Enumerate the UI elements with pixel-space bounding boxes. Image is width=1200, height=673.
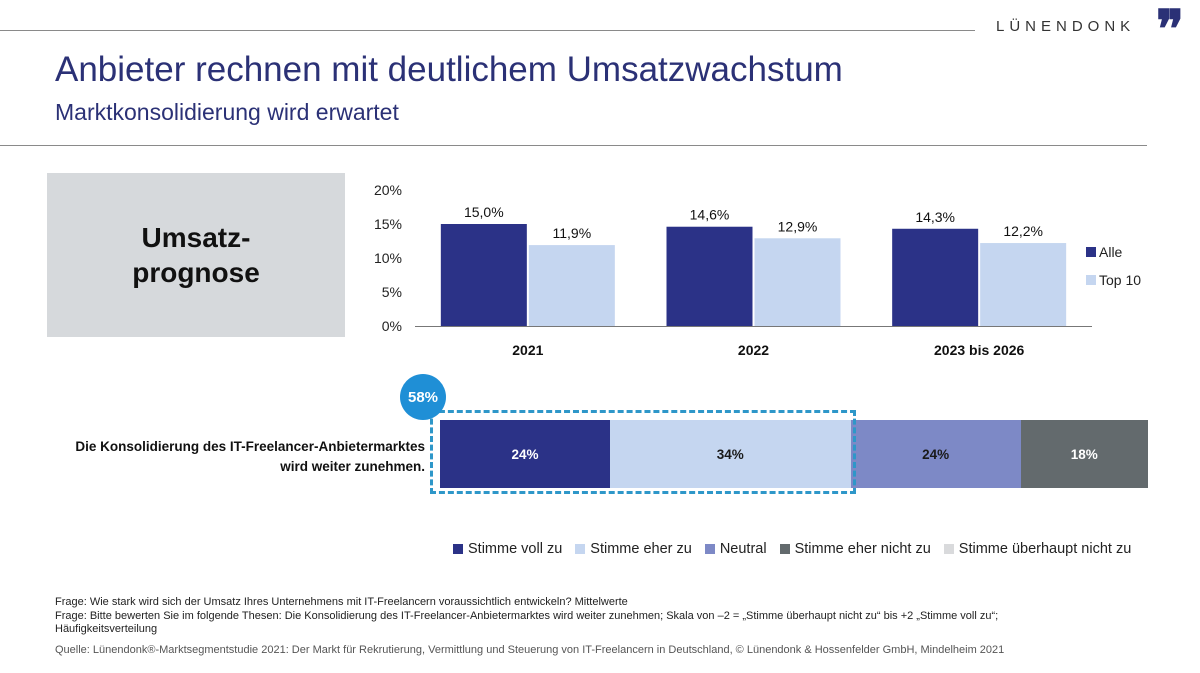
prognose-line-1: Umsatz- <box>141 222 251 253</box>
data-label: 14,3% <box>915 209 955 225</box>
bar-alle <box>440 224 527 326</box>
legend-label: Stimme eher nicht zu <box>794 541 931 557</box>
bar-top10 <box>754 238 841 326</box>
bar-alle <box>666 226 753 326</box>
segment-label: 24% <box>922 446 950 462</box>
x-tick-label: 2022 <box>738 342 769 358</box>
y-tick-label: 10% <box>374 250 402 266</box>
segment-label: 24% <box>511 446 539 462</box>
data-label: 12,9% <box>778 218 818 234</box>
y-tick-label: 5% <box>382 284 402 300</box>
legend-item-stimme-ueberhaupt-nicht-zu: Stimme überhaupt nicht zu <box>943 541 1132 557</box>
statement-label: Die Konsolidierung des IT-Freelancer-Anb… <box>20 437 425 477</box>
legend-item-neutral: Neutral <box>704 541 767 557</box>
statement-line-1: Die Konsolidierung des IT-Freelancer-Anb… <box>75 439 425 454</box>
segment-stimme-voll-zu: 24% <box>440 420 610 488</box>
legend-swatch <box>575 544 586 554</box>
legend-label: Stimme eher zu <box>590 541 692 557</box>
page-title: Anbieter rechnen mit deutlichem Umsatzwa… <box>55 50 843 89</box>
legend-swatch-top10 <box>1086 275 1096 285</box>
brand-logo-text: LÜNENDONK <box>996 18 1136 35</box>
footnote-2: Frage: Bitte bewerten Sie im folgende Th… <box>55 609 999 622</box>
stacked-bar: 24% 34% 24% 18% <box>440 420 1148 488</box>
x-tick-label: 2023 bis 2026 <box>934 342 1025 358</box>
prognose-line-2: prognose <box>132 257 260 288</box>
segment-label: 18% <box>1070 446 1098 462</box>
agreement-total-badge: 58% <box>400 374 446 420</box>
legend-item-stimme-eher-zu: Stimme eher zu <box>575 541 692 557</box>
agreement-highlight-box <box>430 410 856 494</box>
legend-item-stimme-eher-nicht-zu: Stimme eher nicht zu <box>779 541 931 557</box>
stacked-legend: Stimme voll zu Stimme eher zu Neutral St… <box>453 541 1131 557</box>
source-note: Quelle: Lünendonk®-Marktsegmentstudie 20… <box>55 644 1005 656</box>
brand-quote-icon: ❞ <box>1156 0 1184 60</box>
y-tick-label: 0% <box>382 318 402 334</box>
segment-stimme-eher-zu: 34% <box>609 420 851 488</box>
statement-line-2: wird weiter zunehmen. <box>280 459 425 474</box>
bar-alle <box>892 228 979 326</box>
data-label: 11,9% <box>552 225 591 241</box>
bar-top10 <box>980 243 1067 326</box>
legend-label: Stimme überhaupt nicht zu <box>958 541 1132 557</box>
page-subtitle: Marktkonsolidierung wird erwartet <box>55 99 399 125</box>
legend-label-top10: Top 10 <box>1099 272 1141 288</box>
legend-item-stimme-voll-zu: Stimme voll zu <box>453 541 562 557</box>
legend-label-alle: Alle <box>1099 244 1123 260</box>
legend-label: Neutral <box>719 541 767 557</box>
data-label: 15,0% <box>464 204 504 220</box>
x-tick-label: 2021 <box>512 342 543 358</box>
legend-swatch-alle <box>1086 247 1096 257</box>
revenue-bar-chart: 0% 5% 10% 15% 20% 15,0% 11,9% 2021 14,6% 12,9% 202… <box>374 182 1141 358</box>
segment-neutral: 24% <box>850 420 1021 488</box>
bar-top10 <box>528 245 615 326</box>
y-tick-label: 15% <box>374 216 402 232</box>
y-tick-label: 20% <box>374 182 402 198</box>
legend-swatch <box>943 544 954 554</box>
legend-swatch <box>453 544 463 554</box>
prognose-panel: Umsatz- prognose <box>47 173 345 337</box>
segment-stimme-eher-nicht-zu: 18% <box>1020 420 1148 488</box>
prognose-heading: Umsatz- prognose <box>132 220 260 290</box>
legend-swatch <box>779 544 790 554</box>
footnote-1: Frage: Wie stark wird sich der Umsatz Ih… <box>55 596 628 608</box>
data-label: 12,2% <box>1003 223 1043 239</box>
footnotes: Frage: Wie stark wird sich der Umsatz Ih… <box>55 596 998 637</box>
legend-label: Stimme voll zu <box>468 541 563 557</box>
header-divider <box>0 145 1147 146</box>
segment-label: 34% <box>716 446 744 462</box>
data-label: 14,6% <box>690 207 730 223</box>
footnote-3: Häufigkeitsverteilung <box>55 623 158 635</box>
top-divider <box>0 30 975 31</box>
legend-swatch <box>704 544 715 554</box>
